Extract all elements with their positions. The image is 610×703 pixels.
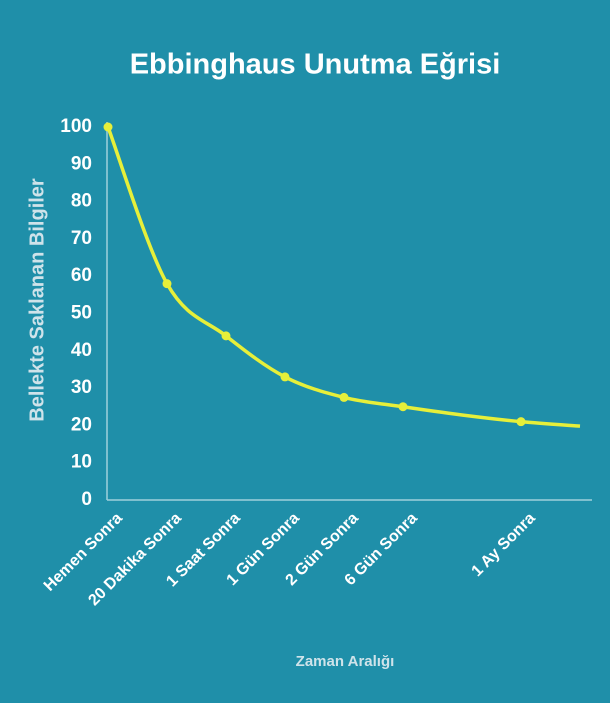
point [339,392,349,402]
x-axis-title: Zaman Aralığı [296,653,395,670]
y-tick-label: 100 [60,116,92,137]
point [398,402,408,412]
point [162,279,172,289]
y-tick-label: 70 [71,228,92,249]
point [103,122,113,132]
y-tick-label: 60 [71,265,92,286]
y-tick-label: 50 [71,303,92,324]
y-axis-title: Bellekte Saklanan Bilgiler [26,178,48,422]
y-tick-label: 40 [71,340,92,361]
point [221,331,231,341]
y-tick-label: 0 [81,489,92,510]
point [516,417,526,427]
chart-title: Ebbinghaus Unutma Eğrisi [130,49,501,81]
y-tick-label: 30 [71,377,92,398]
y-tick-label: 10 [71,452,92,473]
y-tick-label: 20 [71,414,92,435]
y-tick-label: 90 [71,153,92,174]
y-tick-label: 80 [71,191,92,212]
point [280,372,290,382]
